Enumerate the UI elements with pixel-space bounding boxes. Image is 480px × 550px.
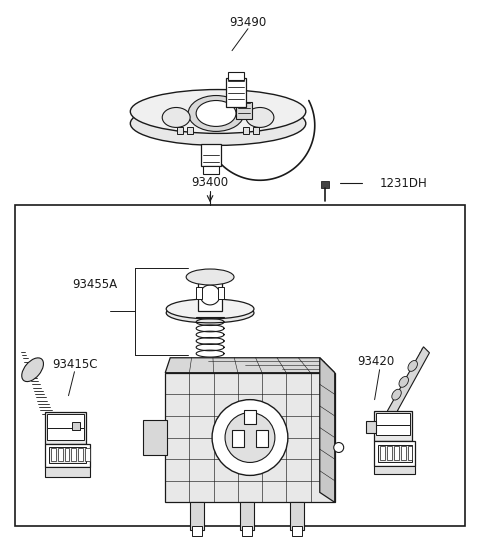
Bar bbox=[292, 526, 302, 536]
Bar bbox=[242, 526, 252, 536]
Bar bbox=[253, 128, 259, 134]
Bar bbox=[394, 446, 398, 460]
Bar bbox=[50, 448, 56, 461]
Bar bbox=[15, 205, 465, 526]
Bar bbox=[64, 448, 70, 461]
Text: 1231DH: 1231DH bbox=[380, 177, 427, 190]
Bar bbox=[85, 448, 90, 461]
Bar bbox=[58, 448, 62, 461]
Bar bbox=[378, 444, 411, 463]
Bar bbox=[290, 502, 304, 530]
Ellipse shape bbox=[162, 107, 190, 128]
Circle shape bbox=[200, 285, 220, 305]
Ellipse shape bbox=[22, 358, 44, 382]
Text: 93400: 93400 bbox=[192, 176, 228, 189]
Bar bbox=[201, 144, 221, 166]
Bar bbox=[218, 287, 224, 299]
Bar bbox=[321, 182, 329, 188]
Ellipse shape bbox=[166, 303, 254, 323]
Bar bbox=[376, 412, 409, 425]
Text: 93420: 93420 bbox=[358, 355, 395, 368]
Bar bbox=[45, 443, 90, 468]
Text: 93455A: 93455A bbox=[72, 278, 118, 292]
Bar bbox=[244, 410, 256, 424]
Circle shape bbox=[212, 400, 288, 475]
Bar bbox=[72, 448, 76, 461]
Bar bbox=[226, 78, 246, 107]
Ellipse shape bbox=[196, 101, 236, 126]
Ellipse shape bbox=[186, 269, 234, 285]
Circle shape bbox=[334, 443, 344, 453]
Bar bbox=[187, 128, 193, 134]
Bar bbox=[380, 446, 384, 460]
Bar bbox=[48, 448, 86, 464]
Bar bbox=[47, 414, 84, 427]
Bar bbox=[232, 430, 244, 448]
Ellipse shape bbox=[399, 377, 408, 387]
Bar bbox=[144, 420, 167, 455]
Ellipse shape bbox=[166, 299, 254, 319]
Polygon shape bbox=[387, 347, 430, 419]
Bar bbox=[376, 425, 409, 435]
Bar bbox=[236, 102, 252, 119]
Bar bbox=[408, 446, 412, 460]
Bar bbox=[206, 275, 214, 283]
Polygon shape bbox=[320, 358, 335, 502]
Bar bbox=[165, 373, 335, 502]
Bar bbox=[72, 421, 81, 430]
Bar bbox=[386, 446, 392, 460]
Ellipse shape bbox=[392, 389, 401, 400]
Bar bbox=[45, 411, 86, 443]
Ellipse shape bbox=[130, 90, 306, 134]
Bar bbox=[177, 128, 183, 134]
Bar bbox=[45, 468, 90, 477]
Bar bbox=[243, 128, 249, 134]
Bar bbox=[203, 166, 219, 174]
Bar bbox=[256, 430, 268, 448]
Text: 93415C: 93415C bbox=[52, 358, 98, 371]
Ellipse shape bbox=[188, 96, 244, 131]
Ellipse shape bbox=[130, 102, 306, 145]
Bar bbox=[373, 466, 416, 475]
Bar bbox=[78, 448, 84, 461]
Bar bbox=[198, 275, 222, 311]
Bar bbox=[192, 526, 202, 536]
Bar bbox=[228, 72, 244, 80]
Bar bbox=[373, 411, 411, 441]
Bar bbox=[400, 446, 406, 460]
Ellipse shape bbox=[246, 107, 274, 128]
Bar bbox=[366, 421, 376, 432]
Polygon shape bbox=[165, 358, 335, 373]
Bar bbox=[196, 287, 202, 299]
Bar bbox=[190, 502, 204, 530]
Bar bbox=[240, 502, 254, 530]
Text: 93490: 93490 bbox=[229, 16, 266, 29]
Ellipse shape bbox=[408, 361, 418, 371]
Bar bbox=[373, 441, 416, 466]
Circle shape bbox=[225, 412, 275, 463]
Bar bbox=[47, 427, 84, 439]
